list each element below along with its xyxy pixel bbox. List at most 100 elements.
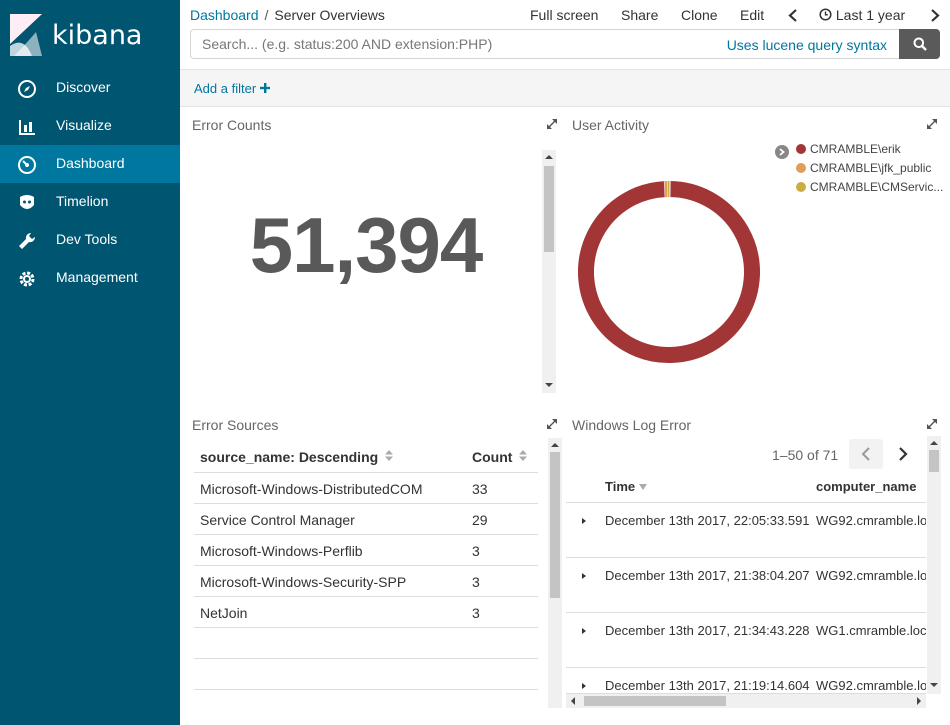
scroll-up-arrow-icon[interactable]: [542, 152, 556, 162]
time-cell: December 13th 2017, 22:05:33.591: [605, 513, 810, 528]
panel-title-error-counts: Error Counts: [192, 117, 272, 133]
add-filter-label: Add a filter: [194, 81, 257, 96]
time-picker-button[interactable]: Last 1 year: [819, 7, 905, 23]
scrollbar-thumb[interactable]: [550, 452, 560, 598]
expand-panel-icon[interactable]: [545, 417, 559, 431]
nav-label: Timelion: [56, 193, 109, 209]
timelion-icon: [20, 195, 34, 209]
scroll-down-arrow-icon[interactable]: [927, 680, 941, 690]
error-count-metric: 51,394: [249, 201, 484, 289]
count-cell: 3: [472, 605, 480, 621]
clone-button[interactable]: Clone: [681, 7, 718, 23]
kibana-logo-icon: [10, 14, 42, 56]
table-row: December 13th 2017, 21:38:04.207 WG92.cm…: [566, 558, 926, 613]
share-button[interactable]: Share: [621, 7, 659, 23]
column-header-count[interactable]: Count: [472, 449, 528, 465]
column-header-label: Count: [472, 449, 513, 465]
search-input[interactable]: [191, 30, 711, 58]
legend-toggle-icon[interactable]: [775, 145, 789, 159]
scroll-left-arrow-icon[interactable]: [568, 694, 578, 708]
scrollbar-thumb[interactable]: [929, 450, 939, 472]
full-screen-button[interactable]: Full screen: [530, 7, 599, 23]
nav-item-management[interactable]: Management: [0, 259, 180, 297]
pagination-status: 1–50 of 71: [772, 447, 839, 463]
panel-title-user-activity: User Activity: [572, 117, 650, 133]
nav-label: Visualize: [56, 117, 112, 133]
next-page-button[interactable]: [886, 439, 920, 469]
scroll-up-arrow-icon[interactable]: [548, 440, 562, 450]
clock-icon: [819, 8, 832, 21]
source-name-cell: Microsoft-Windows-Perflib: [200, 543, 363, 559]
nav-label: Discover: [56, 79, 111, 95]
edit-button[interactable]: Edit: [740, 7, 765, 23]
table-row[interactable]: Microsoft-Windows-DistributedCOM 33: [194, 473, 538, 504]
table-row[interactable]: NetJoin 3: [194, 597, 538, 628]
lucene-syntax-link[interactable]: Uses lucene query syntax: [726, 37, 887, 53]
table-row[interactable]: Service Control Manager 29: [194, 504, 538, 535]
expand-panel-icon[interactable]: [545, 117, 559, 131]
query-bar: Uses lucene query syntax: [190, 29, 900, 59]
nav-item-dev-tools[interactable]: Dev Tools: [0, 221, 180, 259]
scroll-down-arrow-icon[interactable]: [542, 380, 556, 390]
nav-item-discover[interactable]: Discover: [0, 69, 180, 107]
user-activity-donut-chart: [578, 181, 760, 363]
expand-panel-icon[interactable]: [925, 117, 939, 131]
column-header-source-name[interactable]: source_name: Descending: [200, 449, 394, 465]
app-name: kibana: [52, 20, 143, 51]
legend-item[interactable]: CMRAMBLE\erik: [796, 142, 901, 156]
computer-name-cell: WG1.cmramble.loca: [816, 623, 926, 638]
panel-title-error-sources: Error Sources: [192, 417, 279, 433]
count-cell: 29: [472, 512, 488, 528]
gear-icon: [19, 271, 35, 287]
time-forward-chevron-icon[interactable]: [930, 9, 940, 22]
plus-icon: [259, 83, 270, 93]
nav-item-visualize[interactable]: Visualize: [0, 107, 180, 145]
expand-row-icon[interactable]: [580, 516, 588, 526]
expand-row-icon[interactable]: [580, 626, 588, 636]
breadcrumb: Dashboard / Server Overviews: [190, 7, 385, 23]
legend-color-dot: [796, 144, 806, 154]
legend-label: CMRAMBLE\CMServic...: [810, 180, 944, 194]
kibana-logo[interactable]: kibana: [10, 14, 160, 58]
wrench-icon: [19, 232, 36, 249]
nav-item-dashboard[interactable]: Dashboard: [0, 145, 180, 183]
bar-chart-icon: [19, 120, 35, 135]
computer-name-cell: WG92.cmramble.loc: [816, 678, 926, 693]
time-range-label: Last 1 year: [835, 7, 906, 23]
count-cell: 3: [472, 543, 480, 559]
table-row: December 13th 2017, 22:05:33.591 WG92.cm…: [566, 503, 926, 558]
expand-panel-icon[interactable]: [925, 417, 939, 431]
scroll-up-arrow-icon[interactable]: [927, 438, 941, 448]
table-row[interactable]: Microsoft-Windows-Perflib 3: [194, 535, 538, 566]
empty-table-row: [194, 628, 538, 659]
expand-row-icon[interactable]: [580, 571, 588, 581]
search-button[interactable]: [899, 29, 940, 59]
table-row: December 13th 2017, 21:19:14.604 WG92.cm…: [566, 668, 926, 694]
column-header-label: source_name: Descending: [200, 449, 379, 465]
breadcrumb-separator: /: [264, 7, 269, 23]
log-table-vertical-scrollbar[interactable]: [927, 436, 941, 694]
scrollbar-thumb[interactable]: [584, 696, 726, 706]
expand-row-icon[interactable]: [580, 681, 588, 691]
add-filter-button[interactable]: Add a filter: [194, 81, 270, 96]
legend-item[interactable]: CMRAMBLE\CMServic...: [796, 180, 943, 194]
scroll-right-arrow-icon[interactable]: [914, 694, 924, 708]
legend-item[interactable]: CMRAMBLE\jfk_public: [796, 161, 931, 175]
legend-label: CMRAMBLE\erik: [810, 142, 901, 156]
log-table-horizontal-scrollbar[interactable]: [566, 694, 926, 708]
previous-page-button[interactable]: [849, 439, 883, 469]
breadcrumb-dashboard-link[interactable]: Dashboard: [190, 7, 259, 23]
scrollbar-thumb[interactable]: [544, 166, 554, 252]
table-row[interactable]: Microsoft-Windows-Security-SPP 3: [194, 566, 538, 597]
sort-descending-icon: [638, 484, 647, 490]
panel-title-windows-log-error: Windows Log Error: [572, 417, 692, 433]
source-name-cell: NetJoin: [200, 605, 248, 621]
time-back-chevron-icon[interactable]: [788, 9, 798, 22]
donut-slice[interactable]: [578, 181, 760, 363]
error-sources-scrollbar[interactable]: [548, 438, 562, 708]
nav-item-timelion[interactable]: Timelion: [0, 183, 180, 221]
column-header-time[interactable]: Time: [605, 479, 647, 494]
error-counts-scrollbar[interactable]: [542, 150, 556, 393]
column-header-computer-name[interactable]: computer_name: [816, 479, 917, 494]
search-icon: [913, 37, 927, 51]
